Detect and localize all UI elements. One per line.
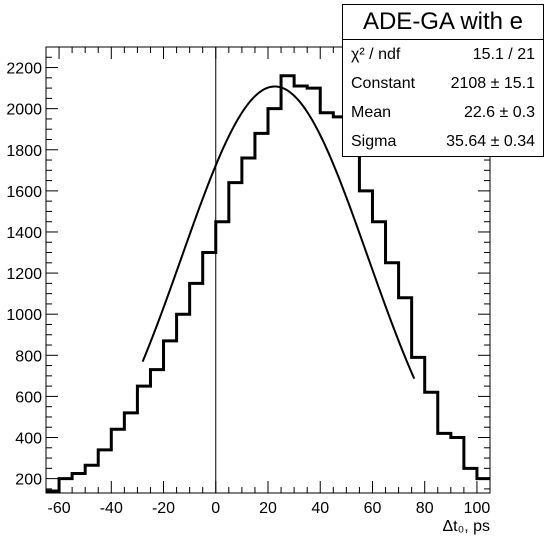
x-tick-label: 0 bbox=[211, 500, 220, 517]
stat-value: 2108 ± 15.1 bbox=[450, 75, 535, 92]
y-tick-label: 1000 bbox=[6, 307, 42, 324]
y-tick-labels: 200 400 600 800 1000 1200 1400 1600 1800 2000 2200 bbox=[6, 61, 42, 489]
y-tick-label: 1200 bbox=[6, 266, 42, 283]
stat-row-sigma: Sigma 35.64 ± 0.34 bbox=[343, 127, 543, 156]
x-tick-label: 80 bbox=[416, 500, 434, 517]
x-tick-label: -40 bbox=[100, 500, 123, 517]
x-tick-label: -20 bbox=[152, 500, 175, 517]
stats-title: ADE-GA with e bbox=[343, 5, 543, 40]
x-tick-label: -60 bbox=[47, 500, 70, 517]
stat-label: Mean bbox=[351, 104, 392, 121]
stats-box: ADE-GA with e χ² / ndf 15.1 / 21 Constan… bbox=[342, 4, 544, 157]
gaussian-fit-curve bbox=[141, 85, 416, 380]
x-tick-labels: -60 -40 -20 0 20 40 60 80 100 bbox=[47, 500, 490, 517]
stat-value: 35.64 ± 0.34 bbox=[446, 133, 535, 150]
x-tick-label: 100 bbox=[464, 500, 491, 517]
histogram-steps bbox=[46, 74, 490, 493]
stat-label: Constant bbox=[351, 75, 416, 92]
y-tick-label: 2200 bbox=[6, 61, 42, 78]
stat-value: 15.1 / 21 bbox=[472, 46, 535, 63]
stat-row-chi2: χ² / ndf 15.1 / 21 bbox=[343, 40, 543, 69]
y-tick-label: 200 bbox=[15, 472, 42, 489]
x-tick-label: 20 bbox=[259, 500, 277, 517]
stat-value: 22.6 ± 0.3 bbox=[463, 104, 535, 121]
y-tick-label: 600 bbox=[15, 389, 42, 406]
y-tick-label: 400 bbox=[15, 431, 42, 448]
axis-ticks bbox=[45, 46, 491, 493]
x-axis-label: Δt₀, ps bbox=[442, 518, 490, 535]
stat-label: Sigma bbox=[351, 133, 397, 150]
stat-row-constant: Constant 2108 ± 15.1 bbox=[343, 69, 543, 98]
y-tick-label: 1600 bbox=[6, 184, 42, 201]
x-tick-label: 40 bbox=[311, 500, 329, 517]
y-tick-label: 800 bbox=[15, 348, 42, 365]
y-tick-label: 1800 bbox=[6, 143, 42, 160]
x-tick-label: 60 bbox=[364, 500, 382, 517]
y-tick-label: 2000 bbox=[6, 102, 42, 119]
stat-label: χ² / ndf bbox=[351, 46, 401, 63]
y-tick-label: 1400 bbox=[6, 225, 42, 242]
stat-row-mean: Mean 22.6 ± 0.3 bbox=[343, 98, 543, 127]
